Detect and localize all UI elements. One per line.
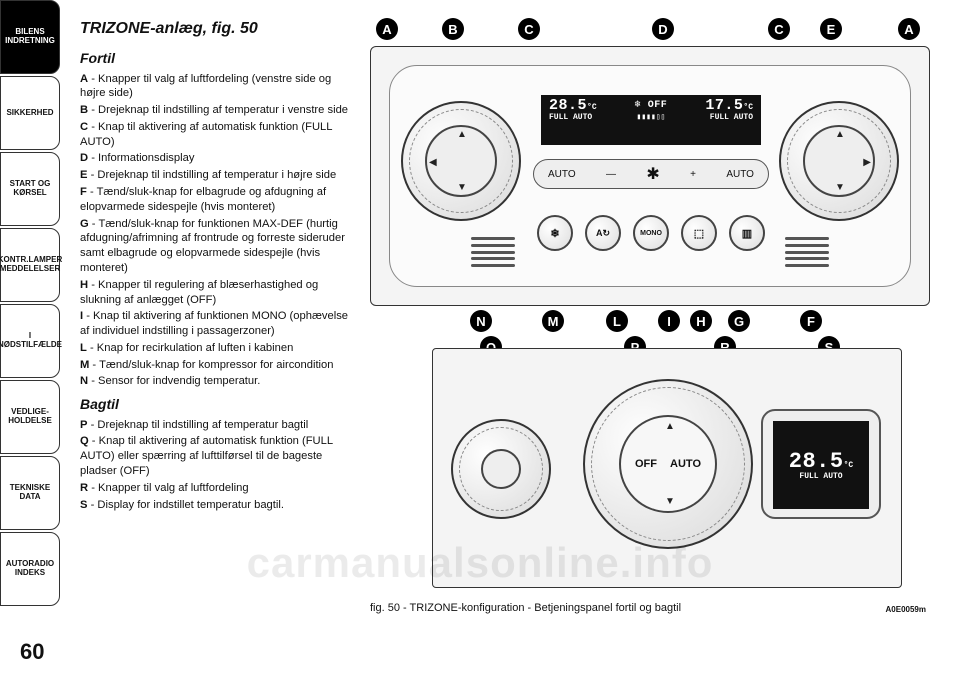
btn-recirc: A↻	[585, 215, 621, 251]
item-Q: Q - Knap til aktivering af automatisk fu…	[80, 434, 358, 478]
callout-D: D	[652, 18, 674, 40]
item-P: P - Drejeknap til indstilling af tempera…	[80, 418, 358, 433]
item-A: A - Knapper til valg af luftfordeling (v…	[80, 72, 358, 102]
front-display: 28.5°C ❄ OFF 17.5°C FULL AUTO ▮▮▮▮▯▯ FUL…	[541, 95, 761, 145]
btn-rear-defrost: ▥	[729, 215, 765, 251]
item-I: I - Knap til aktivering af funktionen MO…	[80, 309, 358, 339]
item-G: G - Tænd/sluk-knap for funktionen MAX-DE…	[80, 217, 358, 276]
rear-auto-label: AUTO	[670, 458, 701, 470]
tab-bilens-indretning: BILENSINDRETNING	[0, 0, 60, 74]
plus-icon: +	[690, 169, 696, 180]
minus-icon: —	[606, 169, 616, 180]
figure-50: A B C D C E A ▲ ▼ ◀ ▲ ▼ ▶	[370, 18, 930, 618]
item-M: M - Tænd/sluk-knap for kompressor for ai…	[80, 358, 358, 373]
callout-A-right: A	[898, 18, 920, 40]
callout-N: N	[470, 310, 492, 332]
item-C: C - Knap til aktivering af automatisk fu…	[80, 120, 358, 150]
vent-left	[471, 237, 515, 267]
auto-left-label: AUTO	[548, 169, 576, 180]
btn-ac: ❄	[537, 215, 573, 251]
fan-icon: ✱	[646, 164, 659, 184]
item-B: B - Drejeknap til indstilling af tempera…	[80, 103, 358, 118]
item-D: D - Informationsdisplay	[80, 151, 358, 166]
vent-right	[785, 237, 829, 267]
item-S: S - Display for indstillet temperatur ba…	[80, 498, 358, 513]
section-bagtil: Bagtil	[80, 395, 358, 413]
rear-dial-off-auto-outer	[451, 419, 551, 519]
figure-code: A0E0059m	[886, 605, 926, 614]
auto-right-label: AUTO	[726, 169, 754, 180]
item-F: F - Tænd/sluk-knap for elbagrude og afdu…	[80, 185, 358, 215]
item-H: H - Knapper til regulering af blæserhast…	[80, 278, 358, 308]
item-R: R - Knapper til valg af luftfordeling	[80, 481, 358, 496]
tab-tekniske-data: TEKNISKE DATA	[0, 456, 60, 530]
callout-L: L	[606, 310, 628, 332]
callout-E: E	[820, 18, 842, 40]
dial-left-temp: ▲ ▼ ◀	[401, 101, 521, 221]
callout-G: G	[728, 310, 750, 332]
manual-page: BILENSINDRETNING SIKKERHED START OGKØRSE…	[0, 0, 960, 677]
rear-panel: OFF AUTO ▲ ▼ 28.5°C FULL AUTO	[432, 348, 902, 588]
callout-I: I	[658, 310, 680, 332]
tab-vedligeholdelse: VEDLIGE-HOLDELSE	[0, 380, 60, 454]
item-E: E - Drejeknap til indstilling af tempera…	[80, 168, 358, 183]
tab-nodstilfaelde: I NØDSTILFÆLDE	[0, 304, 60, 378]
front-panel: ▲ ▼ ◀ ▲ ▼ ▶ 28.5°C ❄ OFF 17.5°C FULL AUT…	[370, 46, 930, 306]
callout-H: H	[690, 310, 712, 332]
tab-sikkerhed: SIKKERHED	[0, 76, 60, 150]
item-L: L - Knap for recirkulation af luften i k…	[80, 341, 358, 356]
tab-kontrlamper: KONTR.LAMPERMEDDELELSER	[0, 228, 60, 302]
side-tabs: BILENSINDRETNING SIKKERHED START OGKØRSE…	[0, 0, 60, 677]
rear-display: 28.5°C FULL AUTO	[773, 421, 869, 509]
rear-display-frame: 28.5°C FULL AUTO	[761, 409, 881, 519]
page-number: 60	[20, 639, 44, 665]
btn-maxdef: ⬚	[681, 215, 717, 251]
page-title: TRIZONE-anlæg, fig. 50	[80, 18, 358, 39]
tab-autoradio-indeks: AUTORADIOINDEKS	[0, 532, 60, 606]
section-fortil: Fortil	[80, 49, 358, 67]
dial-right-temp: ▲ ▼ ▶	[779, 101, 899, 221]
callout-C-right: C	[768, 18, 790, 40]
callout-C-left: C	[518, 18, 540, 40]
fan-speed-bar: AUTO — ✱ + AUTO	[533, 159, 769, 189]
callout-F: F	[800, 310, 822, 332]
tab-start-korsel: START OGKØRSEL	[0, 152, 60, 226]
figure-caption: fig. 50 - TRIZONE-konfiguration - Betjen…	[370, 602, 681, 614]
btn-mono: MONO	[633, 215, 669, 251]
text-column: TRIZONE-anlæg, fig. 50 Fortil A - Knappe…	[80, 18, 358, 514]
item-N: N - Sensor for indvendig temperatur.	[80, 374, 358, 389]
callout-B: B	[442, 18, 464, 40]
callout-A-left: A	[376, 18, 398, 40]
rear-off-label: OFF	[635, 458, 657, 470]
callout-M: M	[542, 310, 564, 332]
rear-dial-temp: OFF AUTO ▲ ▼	[583, 379, 753, 549]
